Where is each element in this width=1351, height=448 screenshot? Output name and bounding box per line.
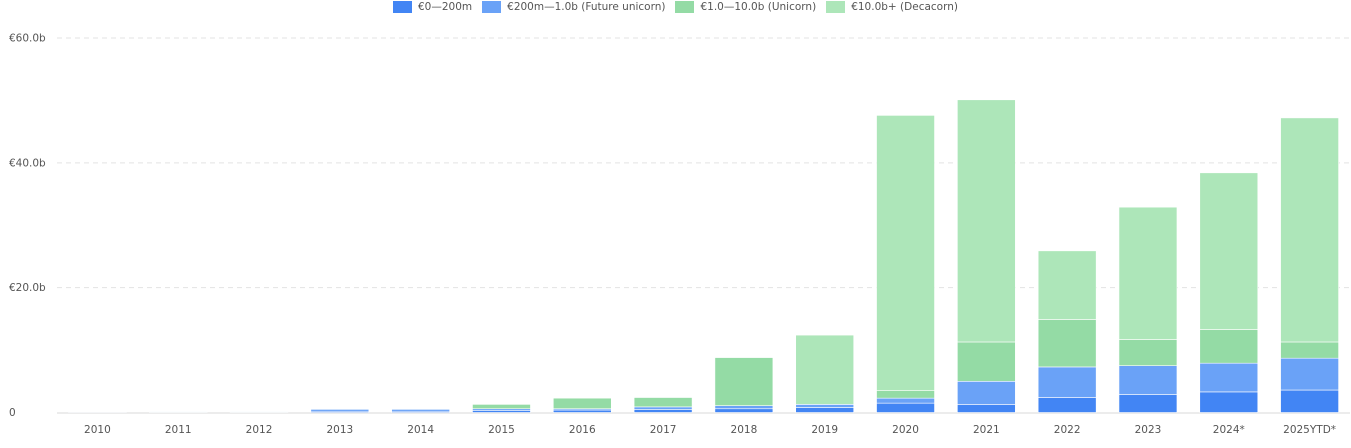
x-tick-label-11: 2021	[973, 424, 1000, 436]
bar-2-series-1[interactable]	[229, 410, 289, 413]
legend-swatch-2	[675, 1, 695, 13]
x-tick-label-7: 2017	[650, 424, 677, 436]
bar-10-series-2[interactable]	[876, 390, 935, 399]
bar-14-series-3[interactable]	[1199, 172, 1259, 330]
x-tick-label-2: 2012	[246, 424, 273, 436]
bar-8-series-0[interactable]	[714, 408, 774, 413]
legend-label-1: €200m—1.0b (Future unicorn)	[507, 1, 666, 13]
legend-swatch-1	[482, 1, 502, 13]
bar-11-series-1[interactable]	[957, 380, 1016, 405]
bar-7-series-2[interactable]	[633, 397, 693, 408]
bar-10-series-1[interactable]	[876, 397, 935, 404]
bar-7-series-0[interactable]	[633, 409, 693, 413]
x-tick-label-5: 2015	[488, 424, 515, 436]
x-tick-label-0: 2010	[84, 424, 111, 436]
bar-13-series-2[interactable]	[1118, 339, 1178, 366]
bar-0-series-1[interactable]	[68, 411, 127, 413]
bar-3-series-1[interactable]	[310, 409, 370, 412]
x-tick-label-12: 2022	[1054, 424, 1081, 436]
chart-legend: €0—200m €200m—1.0b (Future unicorn) €1.0—1…	[0, 0, 1351, 14]
legend-label-2: €1.0—10.0b (Unicorn)	[700, 1, 817, 13]
bar-10-series-0[interactable]	[876, 402, 935, 413]
bar-8-series-1[interactable]	[714, 405, 774, 410]
bar-13-series-3[interactable]	[1118, 206, 1178, 340]
bar-15-series-0[interactable]	[1280, 389, 1339, 413]
x-tick-label-14: 2024*	[1213, 424, 1245, 436]
bar-4-series-1[interactable]	[391, 409, 450, 412]
x-tick-label-9: 2019	[811, 424, 838, 436]
legend-label-3: €10.0b+ (Decacorn)	[851, 1, 958, 13]
x-tick-label-15: 2025YTD*	[1283, 424, 1336, 436]
bar-6-series-0[interactable]	[552, 409, 612, 413]
legend-item-2[interactable]: €1.0—10.0b (Unicorn)	[675, 1, 816, 13]
x-tick-label-3: 2013	[326, 424, 353, 436]
y-tick-label-2: €40.0b	[9, 157, 46, 169]
x-tick-label-1: 2011	[165, 424, 192, 436]
bar-15-series-2[interactable]	[1280, 341, 1339, 359]
bar-12-series-1[interactable]	[1037, 366, 1097, 398]
legend-label-0: €0—200m	[418, 1, 473, 13]
x-tick-label-8: 2018	[731, 424, 758, 436]
x-tick-label-10: 2020	[892, 424, 919, 436]
y-tick-label-1: €20.0b	[9, 282, 46, 294]
legend-swatch-3	[826, 1, 846, 13]
bar-10-series-3[interactable]	[876, 115, 935, 391]
x-tick-label-4: 2014	[407, 424, 434, 436]
bar-9-series-3[interactable]	[795, 334, 855, 405]
legend-swatch-0	[393, 1, 412, 13]
bar-14-series-2[interactable]	[1199, 329, 1259, 364]
x-tick-label-13: 2023	[1135, 424, 1162, 436]
legend-item-1[interactable]: €200m—1.0b (Future unicorn)	[482, 1, 665, 13]
bar-8-series-2[interactable]	[714, 357, 774, 406]
bar-15-series-3[interactable]	[1280, 117, 1339, 343]
bar-11-series-3[interactable]	[957, 99, 1016, 343]
bar-13-series-1[interactable]	[1118, 365, 1178, 395]
bar-12-series-3[interactable]	[1037, 250, 1097, 320]
bar-15-series-1[interactable]	[1280, 357, 1339, 391]
x-tick-label-6: 2016	[569, 424, 596, 436]
y-tick-label-3: €60.0b	[9, 33, 46, 45]
bar-7-series-1[interactable]	[633, 406, 693, 410]
bar-12-series-0[interactable]	[1037, 397, 1097, 413]
bar-11-series-2[interactable]	[957, 341, 1016, 382]
bar-1-series-1[interactable]	[148, 410, 208, 413]
bar-9-series-1[interactable]	[795, 404, 855, 408]
legend-item-0[interactable]: €0—200m	[393, 1, 472, 13]
bar-11-series-0[interactable]	[957, 404, 1016, 413]
bar-9-series-0[interactable]	[795, 407, 855, 413]
bar-14-series-0[interactable]	[1199, 391, 1259, 413]
bar-13-series-0[interactable]	[1118, 394, 1178, 413]
bar-14-series-1[interactable]	[1199, 362, 1259, 393]
bar-5-series-2[interactable]	[472, 404, 531, 410]
bar-6-series-2[interactable]	[552, 397, 612, 410]
bar-12-series-2[interactable]	[1037, 319, 1097, 368]
y-tick-label-0: 0	[9, 407, 16, 419]
legend-item-3[interactable]: €10.0b+ (Decacorn)	[826, 1, 958, 13]
